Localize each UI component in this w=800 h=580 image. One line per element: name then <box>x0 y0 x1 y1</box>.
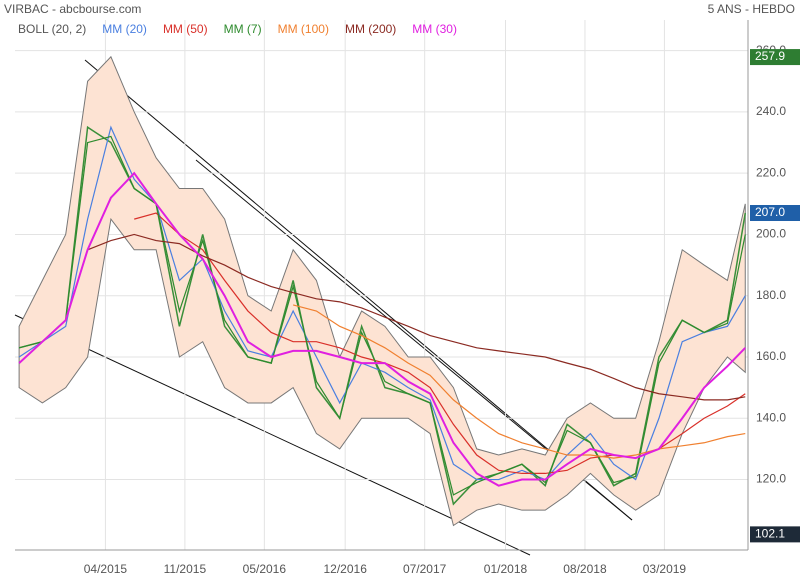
price-marker-label: 102.1 <box>755 527 785 541</box>
y-tick-label: 220.0 <box>756 165 786 179</box>
x-tick-label: 12/2016 <box>323 562 367 576</box>
x-tick-label: 07/2017 <box>403 562 447 576</box>
x-tick-label: 08/2018 <box>563 562 607 576</box>
y-tick-label: 120.0 <box>756 472 786 486</box>
price-marker-label: 257.9 <box>755 49 785 63</box>
legend-entry: MM (30) <box>412 22 457 36</box>
chart-title: VIRBAC - abcbourse.com <box>4 2 141 16</box>
moving-average <box>292 304 746 459</box>
legend-entry: MM (100) <box>278 22 329 36</box>
price-marker <box>750 205 800 222</box>
price-marker <box>750 49 800 66</box>
trend-line <box>84 59 633 521</box>
x-tick-label: 01/2018 <box>484 562 528 576</box>
x-tick-label: 04/2015 <box>84 562 128 576</box>
y-tick-label: 180.0 <box>756 288 786 302</box>
legend-entry: BOLL (20, 2) <box>18 22 86 36</box>
y-tick-label: 200.0 <box>756 227 786 241</box>
trend-line <box>14 314 531 556</box>
legend-entry: MM (20) <box>102 22 147 36</box>
price-marker <box>750 526 800 543</box>
moving-average <box>18 125 746 481</box>
moving-average <box>18 135 746 496</box>
x-tick-label: 05/2016 <box>243 562 287 576</box>
y-tick-label: 140.0 <box>756 410 786 424</box>
x-tick-label: 03/2019 <box>643 562 687 576</box>
moving-average <box>18 171 746 487</box>
x-tick-label: 11/2015 <box>164 562 207 576</box>
legend-entry: MM (7) <box>224 22 262 36</box>
y-tick-label: 240.0 <box>756 104 786 118</box>
chart-subtitle: 5 ANS - HEBDO <box>708 2 795 16</box>
legend-entry: MM (200) <box>345 22 396 36</box>
legend-entry: MM (50) <box>163 22 208 36</box>
bollinger-band <box>18 55 746 527</box>
price-marker-label: 207.0 <box>755 205 785 219</box>
y-tick-label: 160.0 <box>756 349 786 363</box>
